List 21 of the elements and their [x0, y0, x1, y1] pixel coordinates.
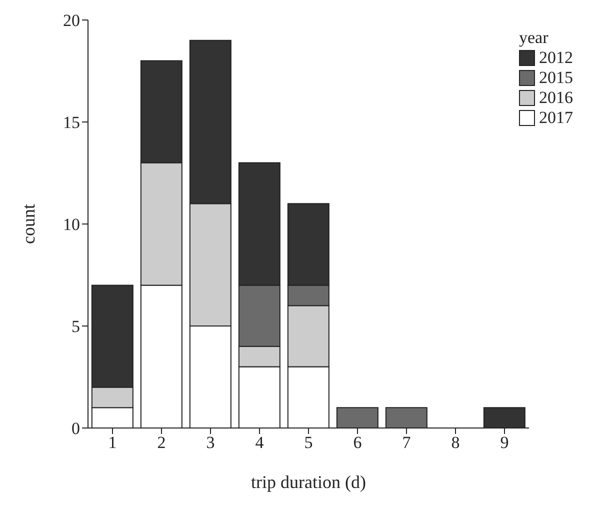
- x-tick-label: 7: [402, 433, 412, 452]
- x-axis-title: trip duration (d): [251, 472, 366, 492]
- x-tick-label: 5: [304, 433, 313, 452]
- y-tick-label: 10: [63, 215, 80, 234]
- x-tick-label: 4: [255, 433, 264, 452]
- legend-label: 2017: [538, 108, 573, 128]
- x-tick-label: 2: [157, 433, 166, 452]
- y-tick-label: 0: [72, 419, 80, 438]
- y-tick-label: 20: [63, 11, 80, 30]
- legend-title: year: [519, 28, 550, 48]
- x-tick-label: 3: [206, 433, 215, 452]
- legend-label: 2015: [538, 68, 573, 88]
- x-tick-label: 1: [108, 433, 117, 452]
- x-tick-label: 9: [500, 433, 509, 452]
- x-tick-label: 6: [353, 433, 362, 452]
- legend-label: 2016: [538, 88, 573, 108]
- x-tick-label: 8: [451, 433, 460, 452]
- legend-label: 2012: [538, 48, 573, 68]
- y-axis-title: count: [18, 204, 38, 244]
- y-tick-label: 15: [63, 113, 80, 132]
- y-tick-label: 5: [72, 317, 80, 336]
